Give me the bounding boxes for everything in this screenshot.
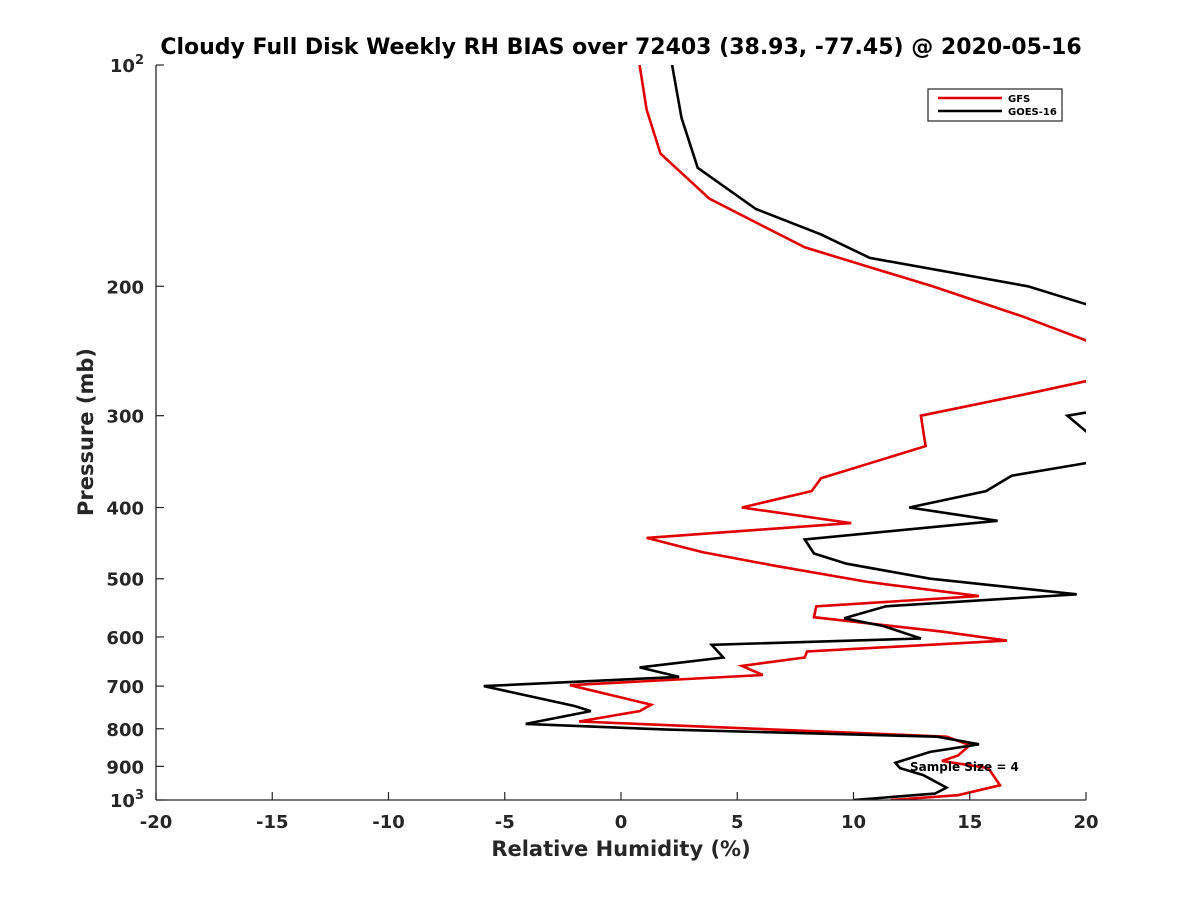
- legend-box: [927, 88, 1063, 122]
- chart-title: Cloudy Full Disk Weekly RH BIAS over 724…: [160, 35, 1081, 60]
- x-tick-label: -15: [256, 812, 289, 833]
- series-line-goes-16: [483, 65, 1086, 800]
- x-tick-label: -20: [140, 812, 173, 833]
- y-tick-label: 700: [106, 677, 144, 698]
- y-tick-label: 300: [106, 407, 144, 428]
- y-tick-label: 800: [106, 720, 144, 741]
- y-ticks: 102 200 300 400 500 600 700 800 900 103: [106, 53, 164, 812]
- x-axis-label: Relative Humidity (%): [491, 837, 750, 861]
- axes: [155, 65, 1086, 801]
- x-tick-label: 15: [957, 812, 982, 833]
- x-tick-label: 0: [615, 812, 628, 833]
- y-tick-label: 200: [106, 277, 144, 298]
- y-tick-label: 600: [106, 628, 144, 649]
- x-tick-label: -10: [372, 812, 405, 833]
- series-layer: [483, 65, 1086, 800]
- legend-label-goes-16: GOES-16: [1008, 107, 1057, 118]
- x-tick-label: 20: [1073, 812, 1098, 833]
- x-tick-label: -5: [495, 812, 515, 833]
- y-tick-label: 500: [106, 570, 144, 591]
- sample-size-annotation: Sample Size = 4: [910, 760, 1019, 774]
- y-tick-label: 103: [110, 788, 144, 812]
- y-tick-label: 400: [106, 499, 144, 520]
- x-tick-label: 10: [841, 812, 866, 833]
- series-line-gfs: [569, 65, 1086, 800]
- y-axis-label: Pressure (mb): [74, 348, 98, 516]
- legend-label-gfs: GFS: [1008, 94, 1030, 105]
- x-tick-label: 5: [731, 812, 744, 833]
- legend: GFS GOES-16: [927, 88, 1063, 122]
- y-tick-label: 900: [106, 757, 144, 778]
- y-tick-label: 102: [110, 53, 144, 77]
- x-ticks: -20 -15 -10 -5 0 5 10 15 20: [140, 792, 1099, 833]
